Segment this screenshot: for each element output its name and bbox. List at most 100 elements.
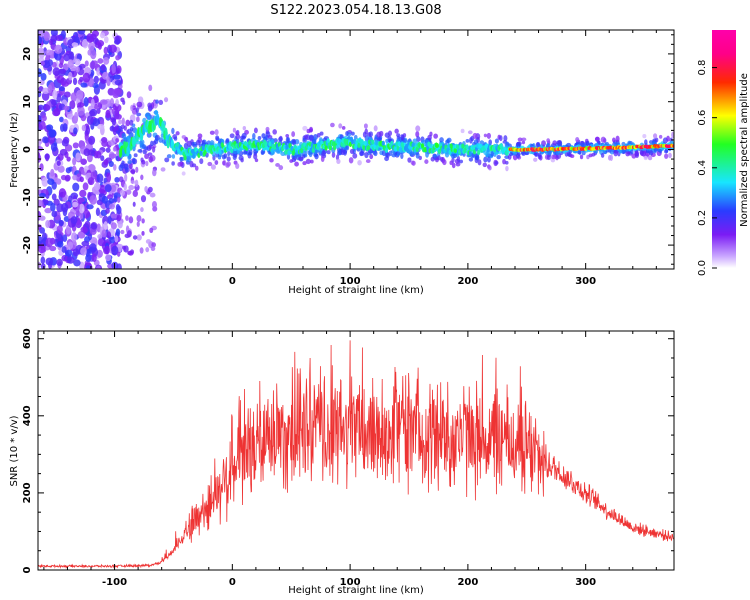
heatmap-cell xyxy=(551,154,556,160)
heatmap-cell xyxy=(63,91,71,98)
heatmap-cell xyxy=(94,182,101,191)
heatmap-cell xyxy=(230,147,234,154)
heatmap-cell xyxy=(77,30,86,35)
heatmap-cell xyxy=(321,150,326,157)
heatmap-cell xyxy=(533,157,538,162)
heatmap-cell xyxy=(134,179,139,188)
heatmap-cell xyxy=(61,202,69,213)
heatmap-cell xyxy=(451,157,455,163)
heatmap-cell xyxy=(232,154,237,161)
heatmap-cell xyxy=(113,164,117,171)
heatmap-cell xyxy=(44,207,52,214)
heatmap-cell xyxy=(319,131,324,136)
heatmap-cell xyxy=(38,141,41,148)
heatmap-cell xyxy=(474,155,480,161)
heatmap-cell xyxy=(452,153,458,159)
heatmap-cell xyxy=(287,150,291,156)
heatmap-cell xyxy=(83,97,89,107)
heatmap-cell xyxy=(613,150,618,157)
heatmap-cell xyxy=(155,99,159,104)
heatmap-cell xyxy=(304,134,309,140)
heatmap-cell xyxy=(272,129,277,135)
heatmap-cell xyxy=(285,133,290,138)
heatmap-cell xyxy=(114,109,120,117)
heatmap-cell xyxy=(647,155,653,161)
heatmap-cell xyxy=(121,117,125,126)
heatmap-cell xyxy=(324,145,328,151)
heatmap-cell xyxy=(152,140,157,146)
heatmap-cell xyxy=(115,99,119,107)
heatmap-cell xyxy=(140,174,144,181)
heatmap-cell xyxy=(69,100,76,110)
heatmap-cell xyxy=(154,135,159,142)
heatmap-cell xyxy=(50,30,58,37)
colorbar-tick-label: 0.2 xyxy=(697,210,708,226)
heatmap-cell xyxy=(285,136,290,144)
heatmap-cell xyxy=(59,219,64,227)
heatmap-cell xyxy=(61,81,69,87)
heatmap-cell xyxy=(108,153,117,159)
heatmap-cell xyxy=(225,162,230,168)
heatmap-cell xyxy=(67,59,74,69)
heatmap-cell xyxy=(111,117,117,126)
heatmap-cell xyxy=(126,91,132,99)
heatmap-cell xyxy=(192,143,198,148)
heatmap-cell xyxy=(184,136,189,143)
heatmap-cell xyxy=(63,105,70,111)
heatmap-cell xyxy=(116,214,122,222)
heatmap-cell xyxy=(588,153,593,158)
heatmap-cell xyxy=(609,154,613,161)
heatmap-cell xyxy=(88,110,96,117)
heatmap-cell xyxy=(42,87,50,94)
heatmap-cell xyxy=(71,232,78,242)
heatmap-cell xyxy=(141,159,146,165)
heatmap-cell xyxy=(260,151,265,155)
heatmap-cell xyxy=(72,201,79,208)
heatmap-cell xyxy=(654,137,659,143)
heatmap-cell xyxy=(341,125,346,130)
heatmap-cell xyxy=(222,160,226,166)
heatmap-cell xyxy=(666,135,670,142)
heatmap-cell xyxy=(117,220,123,229)
y-tick-label: 20 xyxy=(22,47,33,61)
heatmap-cell xyxy=(131,157,136,164)
heatmap-cell xyxy=(53,177,59,183)
heatmap-cell xyxy=(127,160,132,165)
heatmap-cell xyxy=(326,150,331,155)
heatmap-cell xyxy=(420,143,425,149)
heatmap-cell xyxy=(41,177,49,187)
colorbar-tick-label: 0.4 xyxy=(697,160,708,176)
heatmap-cell xyxy=(214,143,218,149)
heatmap-cell xyxy=(407,157,412,163)
heatmap-cell xyxy=(121,132,127,140)
heatmap-cell xyxy=(546,138,551,143)
heatmap-cell xyxy=(376,131,382,138)
heatmap-cell xyxy=(135,166,139,173)
x-tick-label: -100 xyxy=(102,577,127,588)
heatmap-cell xyxy=(67,241,74,250)
heatmap-cell xyxy=(400,152,404,160)
heatmap-cell xyxy=(175,131,180,136)
heatmap-cell xyxy=(108,44,117,53)
heatmap-cell xyxy=(124,173,128,182)
heatmap-cell xyxy=(546,154,551,161)
heatmap-cell xyxy=(150,246,156,252)
heatmap-cell xyxy=(110,184,117,193)
heatmap-cell xyxy=(136,112,142,117)
heatmap-cell xyxy=(242,125,247,131)
heatmap-cell xyxy=(100,78,108,84)
heatmap-cell xyxy=(232,127,237,133)
heatmap-cell xyxy=(115,203,121,211)
x-tick-label: 200 xyxy=(457,276,478,287)
heatmap-cell xyxy=(129,119,134,126)
heatmap-cell xyxy=(38,30,44,38)
x-tick-label: 0 xyxy=(229,577,236,588)
y-tick-label: 0 xyxy=(22,146,33,153)
heatmap-cell xyxy=(128,216,134,224)
heatmap-cell xyxy=(81,240,90,247)
colorbar-axis: 0.0 0.2 0.4 0.6 0.8 xyxy=(697,60,717,276)
heatmap-cell xyxy=(49,245,57,252)
colorbar-tick-label: 0.8 xyxy=(697,60,708,76)
heatmap-cell xyxy=(73,36,80,43)
heatmap-cell xyxy=(566,151,571,157)
